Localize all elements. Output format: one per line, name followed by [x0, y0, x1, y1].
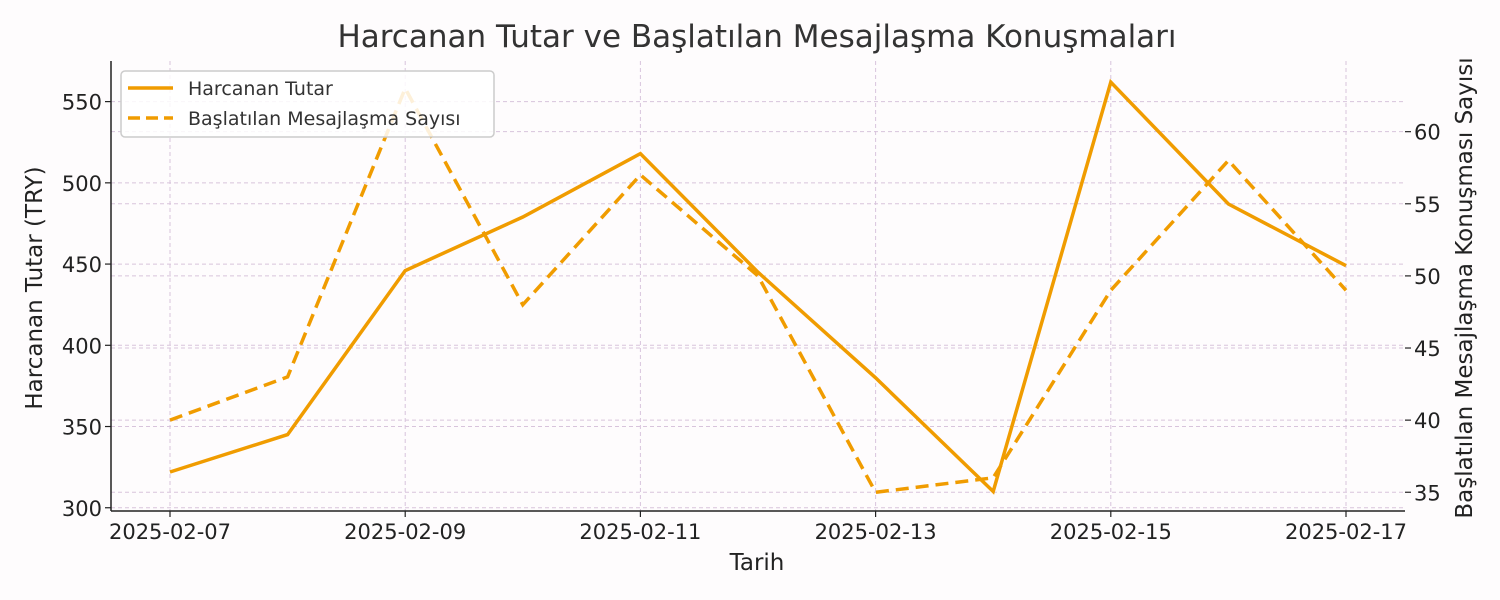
chart-title: Harcanan Tutar ve Başlatılan Mesajlaşma …: [337, 19, 1176, 55]
y-right-tick-label: 40: [1414, 409, 1441, 433]
series-lines: [169, 78, 1348, 495]
legend-label-harcanan: Harcanan Tutar: [188, 78, 333, 100]
x-tick-label: 2025-02-11: [579, 520, 701, 544]
y-axis-right-label: Başlatılan Mesajlaşma Konuşması Sayısı: [1452, 57, 1478, 518]
y-left-tick-label: 350: [62, 416, 102, 440]
y-right-tick-label: 45: [1414, 337, 1441, 361]
y-left-tick-label: 450: [62, 253, 102, 277]
series-line-mesajlasma: [169, 84, 1348, 495]
series-line-harcanan: [169, 78, 1347, 495]
y-axis-left-label: Harcanan Tutar (TRY): [22, 166, 48, 409]
y-right-tick-label: 60: [1414, 121, 1441, 145]
y-right-tick-label: 35: [1414, 481, 1441, 505]
y-left-tick-label: 300: [62, 497, 102, 521]
x-axis-label: Tarih: [729, 550, 785, 576]
y-left-tick-label: 500: [62, 172, 102, 196]
x-tick-label: 2025-02-09: [344, 520, 466, 544]
grid: [111, 61, 1405, 511]
legend-box: [120, 70, 495, 138]
x-tick-label: 2025-02-13: [815, 520, 937, 544]
x-tick-label: 2025-02-15: [1050, 520, 1172, 544]
x-tick-label: 2025-02-07: [109, 520, 231, 544]
y-left-tick-label: 400: [62, 334, 102, 358]
x-tick-label: 2025-02-17: [1285, 520, 1407, 544]
y-left-tick-label: 550: [62, 91, 102, 115]
y-right-tick-label: 55: [1414, 193, 1441, 217]
legend-label-mesajlasma: Başlatılan Mesajlaşma Sayısı: [188, 108, 461, 130]
legend: Harcanan Tutar Başlatılan Mesajlaşma Say…: [120, 70, 495, 138]
ticks: 300 350 400 450 500 550 35 40 45 50 55 60 2025-02-07…: [62, 91, 1441, 544]
axes: [110, 61, 1405, 512]
y-right-tick-label: 50: [1414, 265, 1441, 289]
